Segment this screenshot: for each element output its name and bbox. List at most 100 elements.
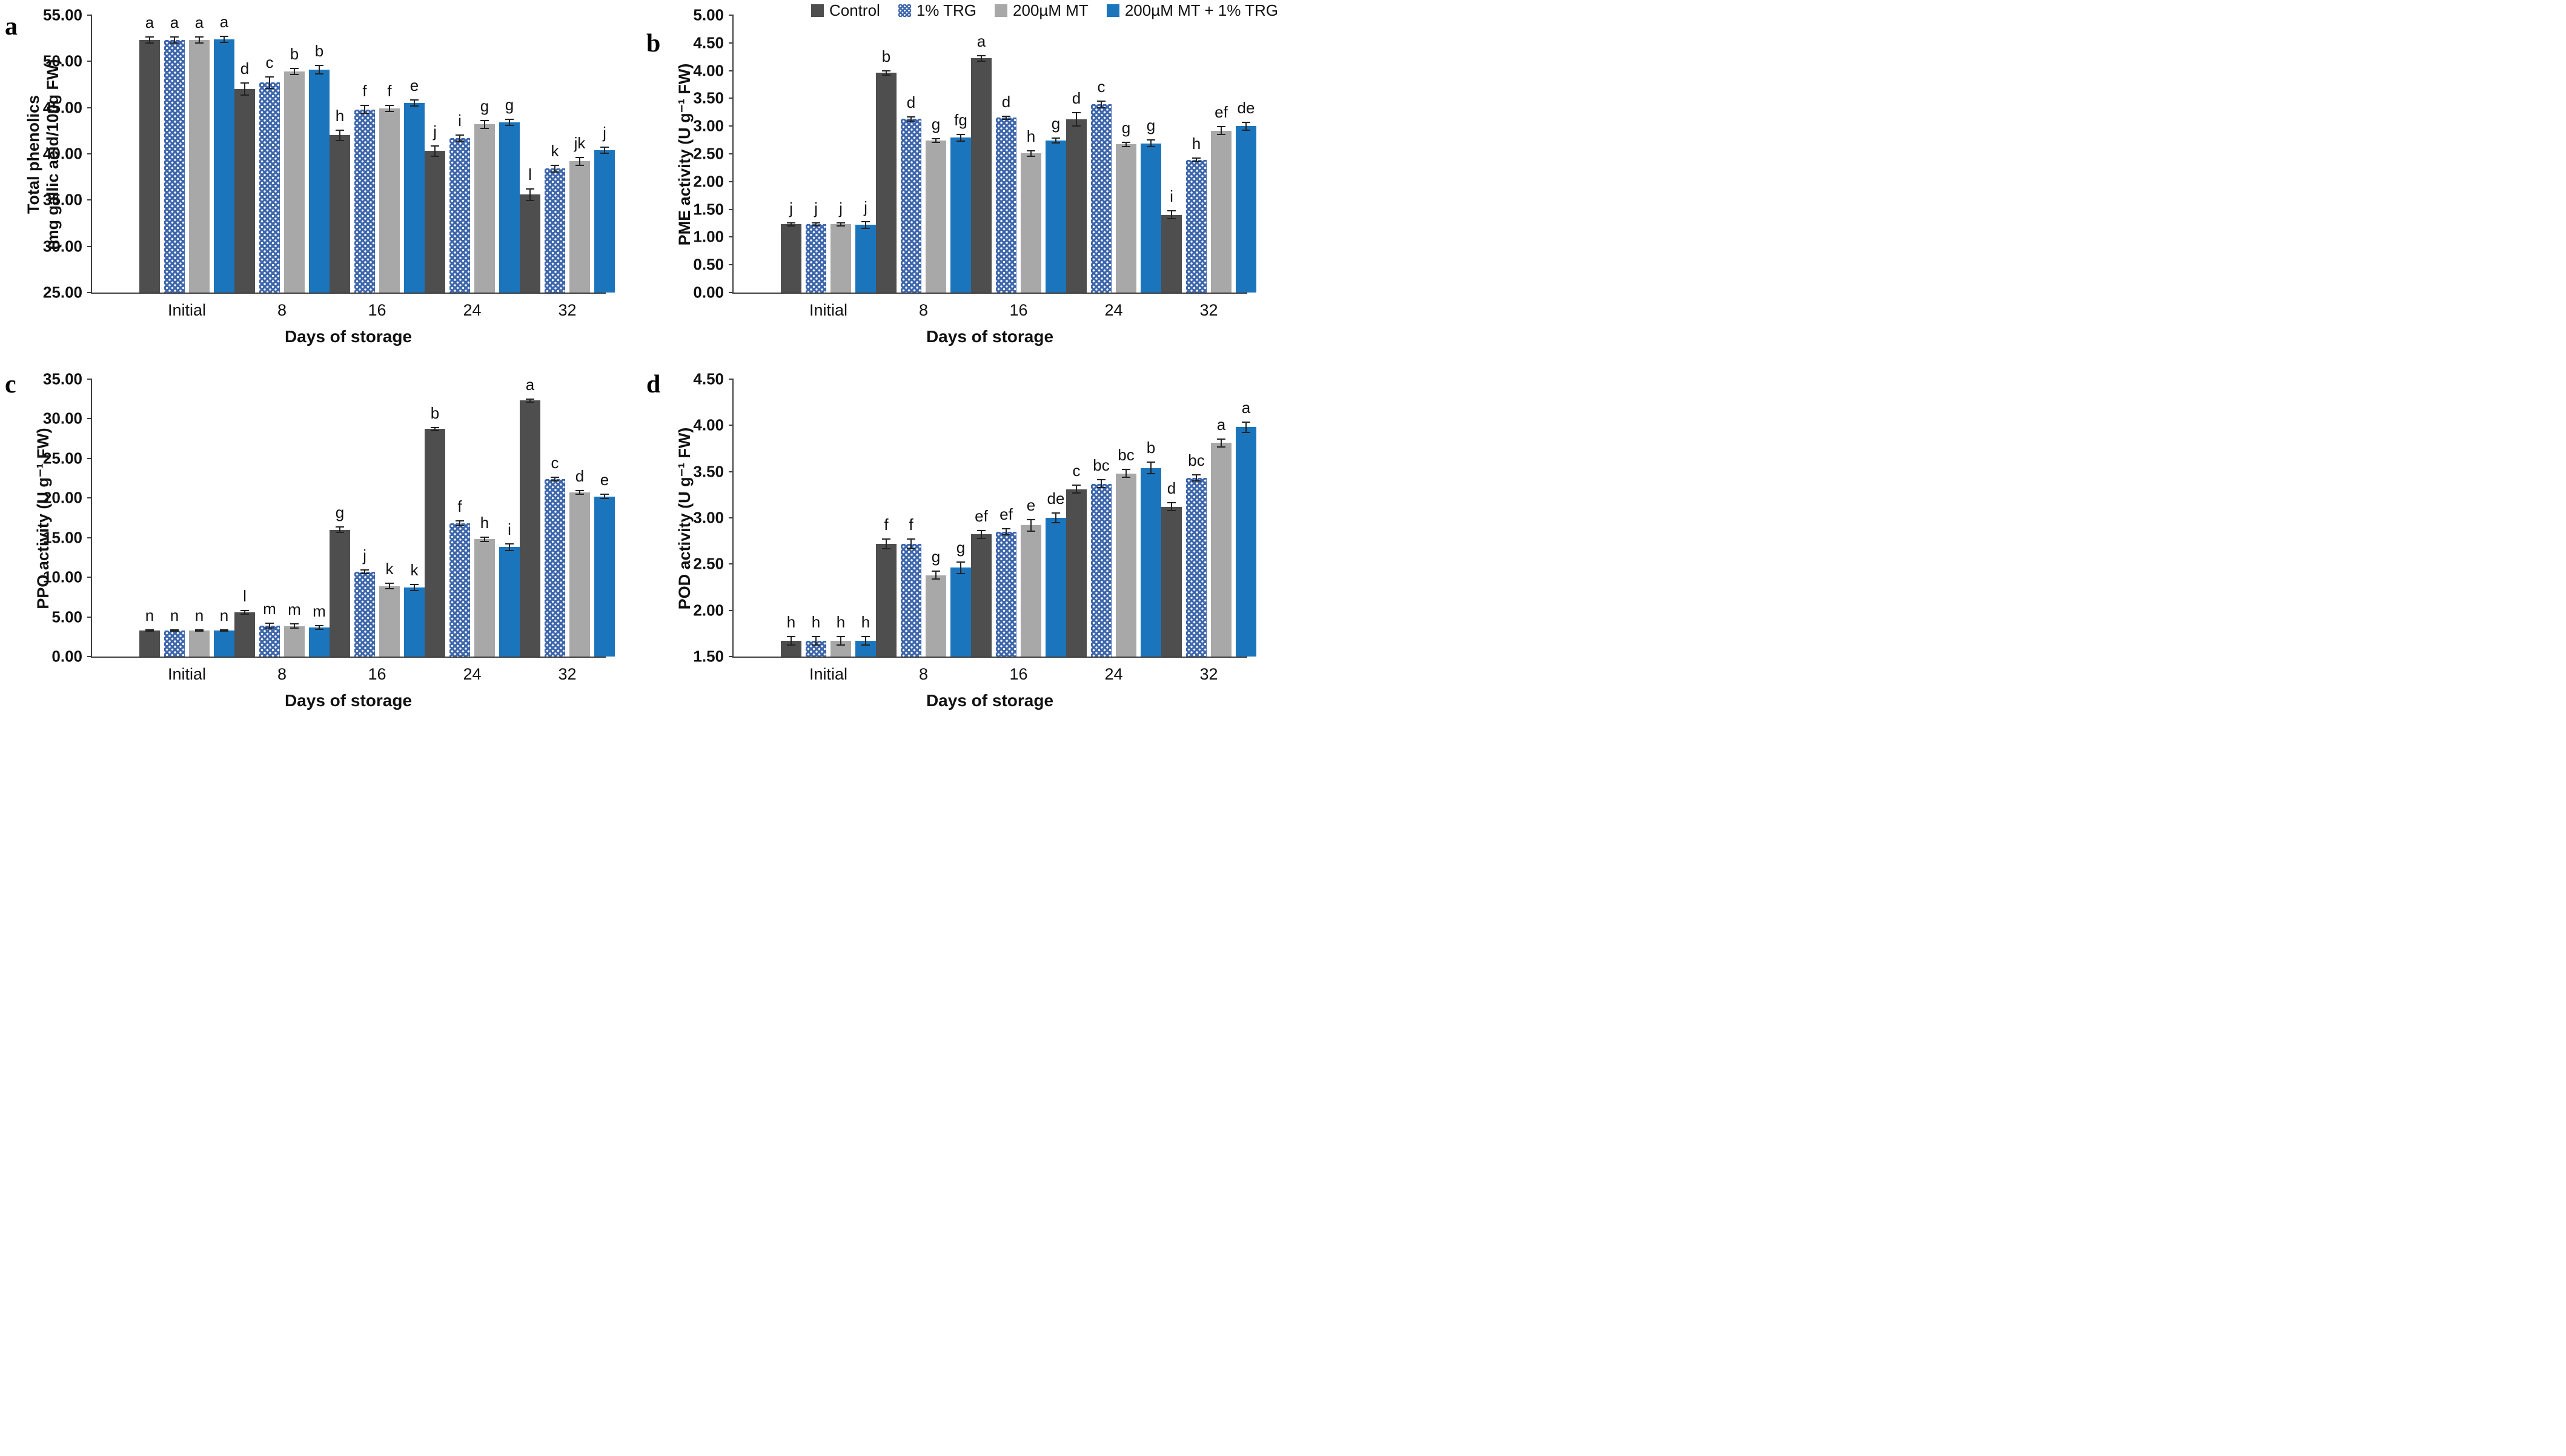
y-tick-label: 3.50 bbox=[693, 88, 724, 107]
error-bar bbox=[1196, 474, 1197, 482]
significance-letter: ef bbox=[1000, 505, 1013, 523]
y-tick-mark bbox=[729, 236, 734, 238]
error-bar bbox=[579, 490, 580, 495]
legend-item: 200µM MT + 1% TRG bbox=[1106, 1, 1278, 20]
legend-swatch bbox=[898, 4, 911, 17]
error-bar bbox=[414, 99, 415, 107]
significance-letter: a bbox=[525, 376, 535, 394]
bar: f bbox=[901, 515, 921, 657]
y-tick-label: 2.00 bbox=[693, 172, 724, 191]
significance-letter: n bbox=[170, 606, 179, 624]
error-bar bbox=[815, 222, 817, 227]
bar: m bbox=[259, 600, 280, 657]
x-axis-title: Days of storage bbox=[926, 691, 1054, 710]
significance-letter: g bbox=[1121, 118, 1131, 137]
significance-letter: ef bbox=[1215, 103, 1228, 122]
y-tick-mark bbox=[729, 609, 734, 611]
error-bar bbox=[1055, 512, 1056, 524]
significance-letter: e bbox=[600, 471, 609, 489]
y-tick-mark bbox=[729, 70, 734, 71]
error-bar bbox=[294, 68, 295, 76]
y-tick-mark bbox=[729, 379, 734, 380]
bar-group: 24 c bc bc b bbox=[1066, 379, 1161, 683]
error-bar bbox=[434, 426, 436, 432]
bar: k bbox=[404, 561, 425, 657]
bar: c bbox=[545, 454, 565, 657]
y-tick-label: 10.00 bbox=[42, 568, 82, 586]
bar: b bbox=[284, 45, 305, 293]
bar: de bbox=[1236, 99, 1256, 293]
y-tick-mark bbox=[729, 15, 734, 16]
significance-letter: g bbox=[480, 96, 489, 115]
panel-label-d: d bbox=[646, 371, 661, 399]
significance-letter: h bbox=[335, 107, 345, 125]
significance-letter: d bbox=[1072, 89, 1081, 108]
bar: k bbox=[545, 142, 565, 293]
panel-total-phenolics: a Total phenolics (mg gallic acid/100g F… bbox=[0, 0, 642, 364]
bar: e bbox=[404, 76, 425, 293]
error-bar bbox=[910, 538, 912, 549]
error-bar bbox=[981, 529, 982, 540]
category-label: Initial bbox=[167, 665, 207, 683]
significance-letter: f bbox=[457, 497, 462, 515]
y-tick-label: 3.50 bbox=[693, 462, 724, 481]
y-tick-label: 35.00 bbox=[42, 190, 82, 209]
y-axis-title: POD activity (U g⁻¹ FW) bbox=[675, 376, 695, 661]
significance-letter: c bbox=[265, 53, 274, 71]
error-bar bbox=[886, 70, 887, 76]
error-bar bbox=[244, 609, 245, 615]
error-bar bbox=[865, 220, 866, 229]
category-label: 16 bbox=[1009, 665, 1028, 683]
panel-ppo-activity: c PPO activity (U g⁻¹ FW) 35.00 30.00 25.0… bbox=[0, 364, 642, 728]
category-label: 24 bbox=[463, 301, 482, 319]
y-tick-label: 45.00 bbox=[42, 98, 82, 117]
y-tick-label: 15.00 bbox=[42, 528, 82, 547]
error-bar bbox=[1076, 112, 1077, 127]
error-bar bbox=[269, 76, 270, 90]
error-bar bbox=[484, 119, 485, 129]
significance-letter: h bbox=[480, 513, 489, 532]
y-tick-label: 4.00 bbox=[693, 415, 724, 434]
y-tick-label: 4.50 bbox=[693, 369, 724, 388]
error-bar bbox=[459, 520, 460, 527]
y-tick-label: 2.50 bbox=[693, 144, 724, 163]
significance-letter: g bbox=[1051, 114, 1061, 133]
error-bar bbox=[910, 116, 912, 122]
error-bar bbox=[1126, 469, 1127, 478]
category-label: 8 bbox=[918, 301, 929, 319]
error-bar bbox=[199, 36, 200, 44]
panel-label-c: c bbox=[5, 371, 16, 399]
error-bar bbox=[1101, 478, 1102, 489]
legend-item: Control bbox=[811, 1, 880, 20]
error-bar bbox=[339, 526, 340, 533]
bar: a bbox=[971, 32, 992, 293]
y-axis-title: PME activity (U g⁻¹ FW) bbox=[675, 12, 695, 297]
y-tick-label: 0.00 bbox=[693, 283, 724, 302]
error-bar bbox=[1171, 210, 1172, 220]
category-label: 8 bbox=[277, 665, 287, 683]
significance-letter: e bbox=[1026, 495, 1036, 514]
y-tick-mark bbox=[729, 563, 734, 565]
error-bar bbox=[174, 629, 175, 632]
bar: j bbox=[830, 199, 851, 293]
y-tick-mark bbox=[87, 61, 92, 62]
legend-item: 200µM MT bbox=[995, 1, 1089, 20]
significance-letter: f bbox=[884, 515, 889, 534]
y-axis-title-line: Total phenolics bbox=[24, 95, 43, 214]
error-bar bbox=[579, 156, 580, 166]
error-bar bbox=[319, 624, 320, 630]
significance-letter: a bbox=[976, 31, 986, 50]
bar: n bbox=[214, 606, 234, 657]
error-bar bbox=[1171, 502, 1172, 512]
bar: g bbox=[499, 96, 520, 293]
significance-letter: e bbox=[409, 76, 419, 94]
y-tick-mark bbox=[87, 537, 92, 538]
panel-label-a: a bbox=[5, 13, 18, 41]
bar: f bbox=[379, 82, 400, 293]
y-tick-mark bbox=[87, 616, 92, 618]
bar: h bbox=[806, 613, 826, 657]
y-tick-mark bbox=[729, 292, 734, 293]
significance-letter: a bbox=[1216, 415, 1226, 434]
bar: g bbox=[330, 503, 350, 657]
